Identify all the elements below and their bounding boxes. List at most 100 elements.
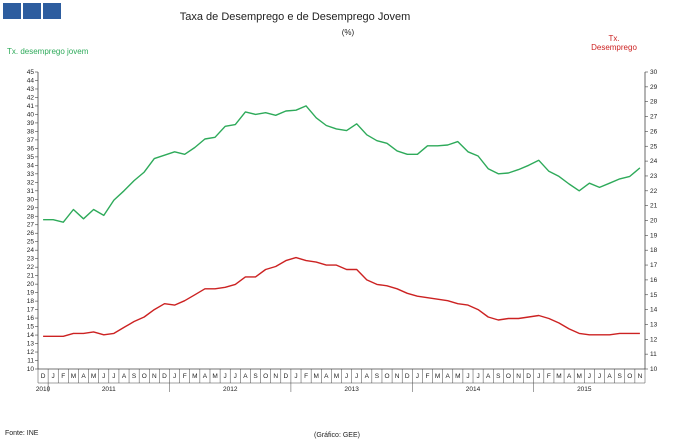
left-tick-label: 38 bbox=[27, 128, 35, 135]
left-tick-label: 28 bbox=[27, 213, 35, 220]
month-label: J bbox=[52, 373, 55, 380]
right-tick-label: 19 bbox=[650, 232, 658, 239]
month-label: D bbox=[284, 373, 289, 380]
logo-square-1 bbox=[3, 3, 21, 19]
month-label: M bbox=[334, 373, 339, 380]
month-label: D bbox=[405, 373, 410, 380]
left-tick-label: 19 bbox=[27, 290, 35, 297]
left-tick-label: 10 bbox=[27, 366, 35, 373]
right-tick-label: 11 bbox=[650, 351, 657, 358]
month-label: S bbox=[618, 373, 623, 380]
left-tick-label: 12 bbox=[27, 349, 35, 356]
right-tick-label: 24 bbox=[650, 158, 658, 165]
month-label: O bbox=[506, 373, 511, 380]
month-label: M bbox=[212, 373, 217, 380]
right-tick-label: 18 bbox=[650, 247, 658, 254]
left-tick-label: 25 bbox=[27, 239, 35, 246]
right-tick-label: 10 bbox=[650, 366, 658, 373]
month-label: A bbox=[486, 373, 491, 380]
month-label: D bbox=[526, 373, 531, 380]
year-label: 2012 bbox=[223, 386, 238, 393]
left-tick-label: 36 bbox=[27, 145, 35, 152]
right-tick-label: 20 bbox=[650, 218, 658, 225]
month-label: O bbox=[142, 373, 147, 380]
month-label: A bbox=[122, 373, 127, 380]
month-label: O bbox=[627, 373, 632, 380]
right-axis-label-line1: Tx. bbox=[608, 34, 619, 43]
month-label: S bbox=[375, 373, 380, 380]
left-tick-label: 15 bbox=[27, 324, 35, 331]
month-label: J bbox=[224, 373, 227, 380]
month-label: J bbox=[234, 373, 237, 380]
logo-square-3 bbox=[43, 3, 61, 19]
left-tick-label: 16 bbox=[27, 315, 35, 322]
month-label: M bbox=[313, 373, 318, 380]
month-label: J bbox=[416, 373, 419, 380]
month-label: N bbox=[516, 373, 521, 380]
month-label: D bbox=[41, 373, 46, 380]
month-label: A bbox=[81, 373, 86, 380]
year-label: 2013 bbox=[344, 386, 359, 393]
chart-credit: (Gráfico: GEE) bbox=[314, 432, 360, 439]
month-label: A bbox=[203, 373, 208, 380]
left-tick-label: 39 bbox=[27, 120, 35, 127]
month-label: S bbox=[253, 373, 258, 380]
right-tick-label: 14 bbox=[650, 307, 658, 314]
series-group bbox=[43, 105, 641, 337]
left-tick-label: 44 bbox=[27, 77, 35, 84]
right-tick-label: 17 bbox=[650, 262, 658, 269]
left-tick-label: 22 bbox=[27, 264, 35, 271]
right-y-axis-ticks: 10 11 12 13 14 15 16 17 18 19 20 21 22 23 24 25 26 27 28 29… bbox=[645, 69, 658, 373]
chart-title: Taxa de Desemprego e de Desemprego Jovem bbox=[180, 11, 411, 23]
year-label: 2014 bbox=[466, 386, 481, 393]
month-label: A bbox=[567, 373, 572, 380]
month-label: M bbox=[91, 373, 96, 380]
left-tick-label: 32 bbox=[27, 179, 35, 186]
month-label: J bbox=[476, 373, 479, 380]
right-axis-label-line2: Desemprego bbox=[591, 43, 637, 52]
left-tick-label: 26 bbox=[27, 230, 35, 237]
youth-unemployment-line bbox=[43, 105, 641, 223]
month-label: F bbox=[61, 373, 65, 380]
left-tick-label: 27 bbox=[27, 222, 35, 229]
month-label: N bbox=[638, 373, 643, 380]
month-label: S bbox=[132, 373, 137, 380]
month-label: S bbox=[496, 373, 501, 380]
left-tick-label: 34 bbox=[27, 162, 35, 169]
left-tick-label: 35 bbox=[27, 154, 35, 161]
left-tick-label: 31 bbox=[27, 188, 35, 195]
left-tick-label: 30 bbox=[27, 196, 35, 203]
left-tick-label: 33 bbox=[27, 171, 35, 178]
left-tick-label: 42 bbox=[27, 94, 35, 101]
month-label: D bbox=[162, 373, 167, 380]
right-tick-label: 28 bbox=[650, 99, 658, 106]
logo-square-2 bbox=[23, 3, 41, 19]
right-tick-label: 13 bbox=[650, 321, 658, 328]
month-label: J bbox=[598, 373, 601, 380]
right-tick-label: 15 bbox=[650, 292, 658, 299]
month-label: M bbox=[192, 373, 197, 380]
month-label: J bbox=[588, 373, 591, 380]
month-label: J bbox=[173, 373, 176, 380]
month-label: J bbox=[345, 373, 348, 380]
left-tick-label: 17 bbox=[27, 307, 35, 314]
right-tick-label: 16 bbox=[650, 277, 658, 284]
month-label: A bbox=[365, 373, 370, 380]
left-axis-label: Tx. desemprego jovem bbox=[7, 47, 89, 56]
right-tick-label: 30 bbox=[650, 69, 658, 76]
year-label: 2010 bbox=[36, 386, 51, 393]
month-label: J bbox=[537, 373, 540, 380]
left-tick-label: 13 bbox=[27, 341, 35, 348]
right-tick-label: 27 bbox=[650, 114, 658, 121]
left-tick-label: 41 bbox=[27, 103, 35, 110]
month-label: F bbox=[183, 373, 187, 380]
month-label: N bbox=[152, 373, 157, 380]
month-label: O bbox=[384, 373, 389, 380]
source-note: Fonte: INE bbox=[5, 430, 39, 437]
chart-subtitle: (%) bbox=[342, 28, 355, 37]
left-tick-label: 20 bbox=[27, 281, 35, 288]
left-tick-label: 45 bbox=[27, 69, 35, 76]
month-label: F bbox=[547, 373, 551, 380]
month-label: N bbox=[395, 373, 400, 380]
